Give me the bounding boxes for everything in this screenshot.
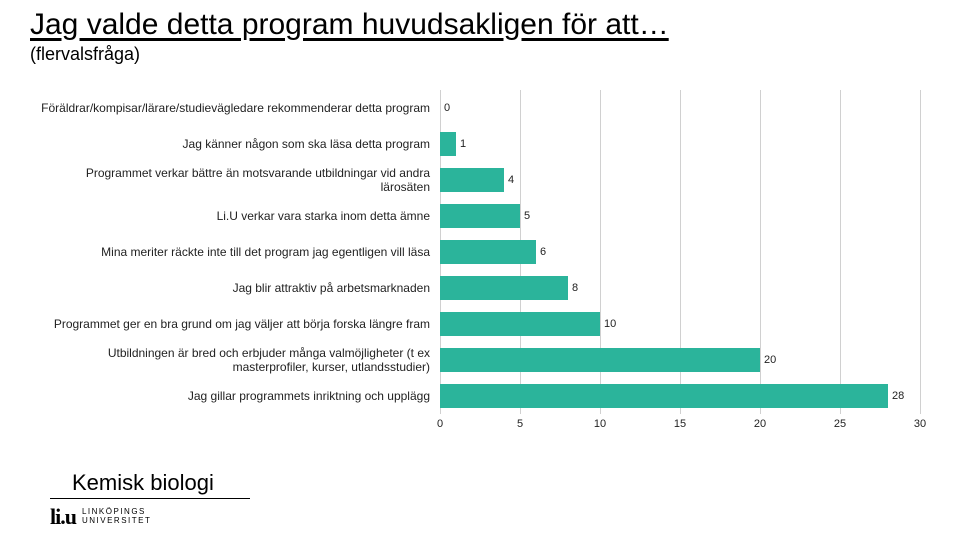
category-label: Jag blir attraktiv på arbetsmarknaden bbox=[40, 281, 440, 295]
bar bbox=[440, 312, 600, 336]
bar bbox=[440, 384, 888, 408]
bar-value-label: 5 bbox=[524, 210, 530, 222]
chart-row: Utbildningen är bred och erbjuder många … bbox=[40, 342, 920, 378]
chart-row: Programmet verkar bättre än motsvarande … bbox=[40, 162, 920, 198]
page-title: Jag valde detta program huvudsakligen fö… bbox=[30, 8, 930, 42]
chart-row: Jag gillar programmets inriktning och up… bbox=[40, 378, 920, 414]
x-tick-label: 10 bbox=[594, 418, 606, 430]
chart-row: Jag blir attraktiv på arbetsmarknaden 8 bbox=[40, 270, 920, 306]
page-subtitle: (flervalsfråga) bbox=[30, 44, 930, 65]
chart-row: Föräldrar/kompisar/lärare/studievägledar… bbox=[40, 90, 920, 126]
logo-text-line2: UNIVERSITET bbox=[82, 517, 151, 526]
bar-value-label: 1 bbox=[460, 138, 466, 150]
bar-value-label: 8 bbox=[572, 282, 578, 294]
category-label: Utbildningen är bred och erbjuder många … bbox=[40, 346, 440, 375]
x-tick-label: 5 bbox=[517, 418, 523, 430]
bar-area: 5 bbox=[440, 198, 920, 234]
chart-row: Jag känner någon som ska läsa detta prog… bbox=[40, 126, 920, 162]
chart-row: Mina meriter räckte inte till det progra… bbox=[40, 234, 920, 270]
chart-row: Li.U verkar vara starka inom detta ämne 5 bbox=[40, 198, 920, 234]
gridline bbox=[920, 90, 921, 414]
bar-area: 6 bbox=[440, 234, 920, 270]
logo-divider bbox=[50, 498, 250, 499]
bar-value-label: 0 bbox=[444, 102, 450, 114]
bar-chart: 051015202530 Föräldrar/kompisar/lärare/s… bbox=[40, 90, 920, 450]
bar-value-label: 4 bbox=[508, 174, 514, 186]
category-label: Jag gillar programmets inriktning och up… bbox=[40, 389, 440, 403]
bar bbox=[440, 132, 456, 156]
bar-area: 28 bbox=[440, 378, 920, 414]
bar-area: 20 bbox=[440, 342, 920, 378]
university-logo: li.u LINKÖPINGS UNIVERSITET bbox=[50, 498, 250, 534]
slide: Jag valde detta program huvudsakligen fö… bbox=[0, 0, 960, 540]
logo-mark: li.u bbox=[50, 504, 76, 530]
bar bbox=[440, 348, 760, 372]
x-tick-label: 25 bbox=[834, 418, 846, 430]
bar-area: 10 bbox=[440, 306, 920, 342]
bar-area: 4 bbox=[440, 162, 920, 198]
bar-area: 0 bbox=[440, 90, 920, 126]
logo-text: LINKÖPINGS UNIVERSITET bbox=[82, 508, 151, 526]
logo-content: li.u LINKÖPINGS UNIVERSITET bbox=[50, 504, 151, 530]
category-label: Li.U verkar vara starka inom detta ämne bbox=[40, 209, 440, 223]
chart-row: Programmet ger en bra grund om jag välje… bbox=[40, 306, 920, 342]
bar-value-label: 20 bbox=[764, 354, 776, 366]
category-label: Programmet ger en bra grund om jag välje… bbox=[40, 317, 440, 331]
category-label: Mina meriter räckte inte till det progra… bbox=[40, 245, 440, 259]
bar-value-label: 28 bbox=[892, 390, 904, 402]
x-tick-label: 0 bbox=[437, 418, 443, 430]
category-label: Programmet verkar bättre än motsvarande … bbox=[40, 166, 440, 195]
bar bbox=[440, 204, 520, 228]
category-label: Föräldrar/kompisar/lärare/studievägledar… bbox=[40, 101, 440, 115]
bar bbox=[440, 276, 568, 300]
category-label: Jag känner någon som ska läsa detta prog… bbox=[40, 137, 440, 151]
bar-value-label: 6 bbox=[540, 246, 546, 258]
bar bbox=[440, 240, 536, 264]
footer-title: Kemisk biologi bbox=[72, 470, 214, 496]
x-tick-label: 30 bbox=[914, 418, 926, 430]
bar-area: 8 bbox=[440, 270, 920, 306]
bar-value-label: 10 bbox=[604, 318, 616, 330]
x-tick-label: 15 bbox=[674, 418, 686, 430]
bar-area: 1 bbox=[440, 126, 920, 162]
x-tick-label: 20 bbox=[754, 418, 766, 430]
bar bbox=[440, 168, 504, 192]
